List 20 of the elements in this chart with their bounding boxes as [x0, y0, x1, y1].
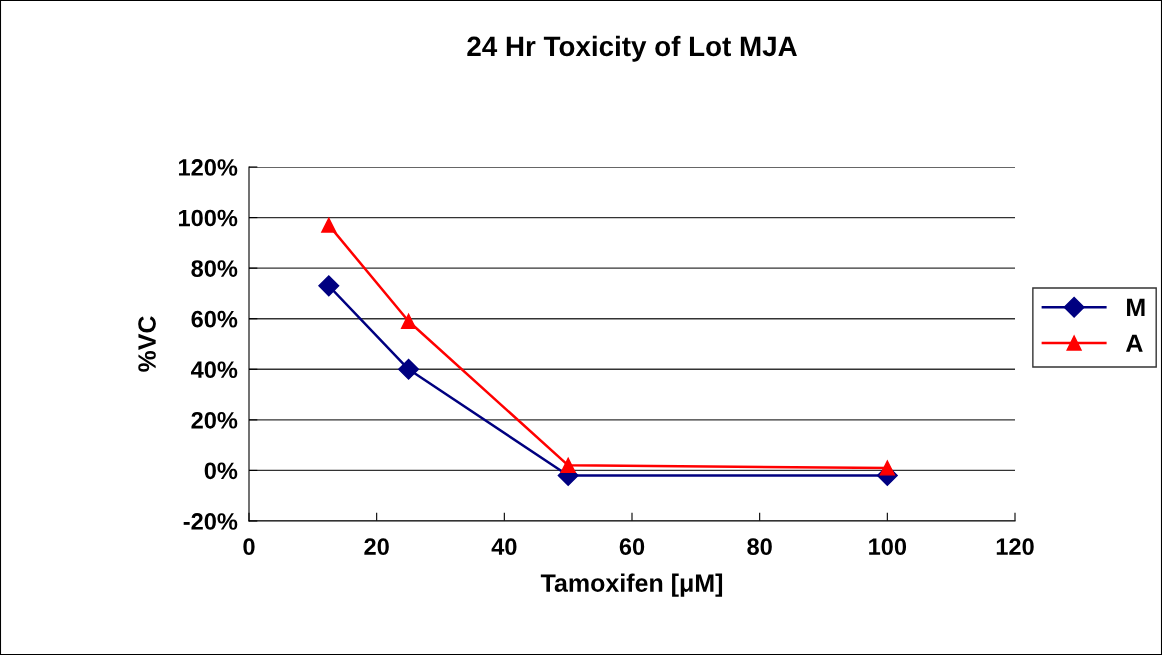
- y-tick-label: 40%: [190, 361, 238, 379]
- y-tick-label: 20%: [191, 411, 238, 429]
- x-tick-label: 120: [996, 538, 1034, 556]
- x-tick-label: 0: [243, 538, 255, 556]
- x-tick-label: 20: [364, 538, 389, 556]
- y-tick-label: 100%: [178, 209, 238, 227]
- chart-title: 24 Hr Toxicity of Lot MJA: [467, 35, 797, 62]
- x-tick-label: 40: [491, 538, 517, 556]
- x-tick-label: 60: [619, 538, 645, 556]
- legend-label: M: [1127, 298, 1145, 317]
- x-axis-title: Tamoxifen [μM]: [540, 573, 723, 597]
- y-tick-label: -20%: [183, 513, 238, 530]
- y-axis-title: %VC: [138, 316, 156, 372]
- y-tick-label: 60%: [191, 310, 238, 328]
- y-tick-label: 80%: [191, 260, 238, 277]
- y-tick-label: 120%: [178, 159, 238, 176]
- legend-label: A: [1125, 334, 1143, 352]
- x-tick-label: 80: [747, 538, 772, 556]
- y-tick-label: 0%: [204, 462, 238, 480]
- x-tick-label: 100: [869, 538, 907, 556]
